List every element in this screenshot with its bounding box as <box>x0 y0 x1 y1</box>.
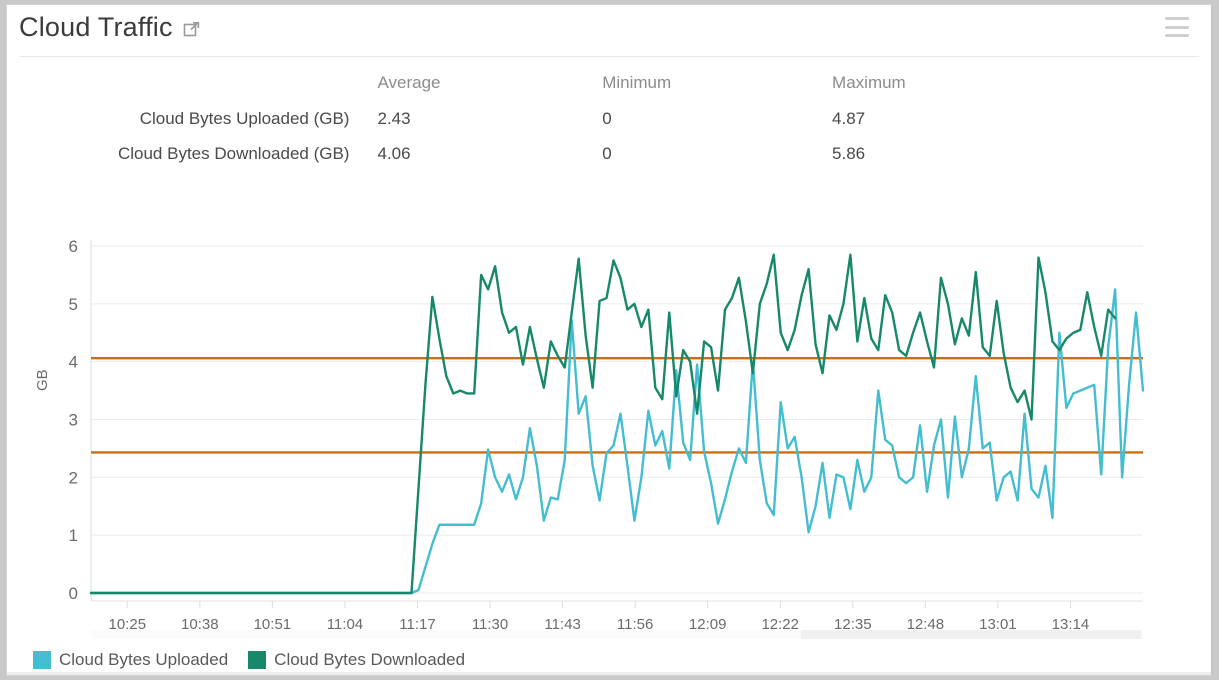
y-tick-label: 4 <box>69 353 78 372</box>
stats-header-row: Average Minimum Maximum <box>15 65 1015 101</box>
title-group: Cloud Traffic <box>19 10 200 44</box>
x-tick-label: 11:04 <box>327 616 363 633</box>
y-tick-label: 3 <box>69 411 78 430</box>
x-tick-label: 12:35 <box>834 616 872 633</box>
x-tick-label: 12:09 <box>689 616 727 633</box>
hamburger-menu-icon[interactable] <box>1165 17 1189 37</box>
hamburger-bar <box>1165 34 1189 37</box>
x-tick-label: 11:43 <box>544 616 580 633</box>
x-tick-label: 11:17 <box>399 616 435 633</box>
metric-name: Cloud Bytes Uploaded (GB) <box>139 108 350 128</box>
hamburger-bar <box>1165 25 1189 29</box>
hamburger-bar <box>1165 17 1189 20</box>
legend-swatch-icon <box>33 651 51 669</box>
stats-col-minimum: Minimum <box>602 73 672 92</box>
metric-average: 2.43 <box>377 108 411 128</box>
summary-stats: Average Minimum Maximum Cloud Bytes Uplo… <box>7 65 1211 171</box>
card-header: Cloud Traffic <box>7 5 1211 57</box>
external-link-icon[interactable] <box>183 21 200 38</box>
x-tick-label: 10:25 <box>109 616 147 633</box>
y-tick-label: 6 <box>69 237 78 256</box>
stats-col-average: Average <box>377 73 441 92</box>
chart-legend: Cloud Bytes Uploaded Cloud Bytes Downloa… <box>33 650 465 670</box>
stats-col-maximum: Maximum <box>832 73 906 92</box>
chart-axes <box>90 240 1143 608</box>
x-tick-label: 10:51 <box>254 616 292 633</box>
x-tick-label: 13:14 <box>1052 616 1090 633</box>
traffic-line-chart: 0 1 2 3 4 5 6 10:25 10:38 10:51 11:04 11:17 11:30 11… <box>69 237 1145 633</box>
x-tick-label: 13:01 <box>979 616 1017 633</box>
stats-table: Average Minimum Maximum Cloud Bytes Uplo… <box>15 65 1015 171</box>
series-line-uploaded <box>89 288 1145 595</box>
y-tick-label: 2 <box>69 468 78 487</box>
series-line-downloaded <box>89 253 1117 595</box>
x-axis-ticks: 10:25 10:38 10:51 11:04 11:17 11:30 11:43 11:56… <box>109 616 1090 633</box>
x-tick-label: 11:56 <box>617 616 653 633</box>
chart-horizontal-scrollbar[interactable] <box>91 630 1143 639</box>
header-divider <box>19 56 1199 57</box>
x-tick-label: 12:22 <box>761 616 799 633</box>
card-footer-divider <box>7 672 1211 675</box>
legend-item-uploaded[interactable]: Cloud Bytes Uploaded <box>33 650 228 670</box>
metric-minimum: 0 <box>602 143 612 163</box>
table-row: Cloud Bytes Uploaded (GB) 2.43 0 4.87 <box>15 101 1015 136</box>
chart-region: 0 1 2 3 4 5 6 10:25 10:38 10:51 11:04 11:17 11:30 11… <box>7 175 1211 635</box>
x-tick-label: 12:48 <box>907 616 945 633</box>
reference-lines <box>91 356 1143 454</box>
metric-average: 4.06 <box>377 143 411 163</box>
metric-maximum: 4.87 <box>832 108 866 128</box>
page-title: Cloud Traffic <box>19 12 173 42</box>
scrollbar-thumb[interactable] <box>801 630 1141 639</box>
legend-label: Cloud Bytes Uploaded <box>59 650 229 669</box>
metric-name: Cloud Bytes Downloaded (GB) <box>117 143 350 163</box>
stats-col-metric <box>15 65 377 101</box>
y-tick-label: 5 <box>69 295 78 314</box>
table-row: Cloud Bytes Downloaded (GB) 4.06 0 5.86 <box>15 136 1015 171</box>
x-tick-label: 10:38 <box>181 616 219 633</box>
y-axis-ticks: 0 1 2 3 4 5 6 <box>69 237 78 603</box>
chart-series <box>89 253 1145 595</box>
stats-table-head: Average Minimum Maximum <box>15 65 1015 101</box>
legend-swatch-icon <box>248 651 267 669</box>
chart-gridlines <box>91 245 1143 594</box>
metric-maximum: 5.86 <box>832 143 866 163</box>
stats-table-body: Cloud Bytes Uploaded (GB) 2.43 0 4.87 Cl… <box>15 101 1015 171</box>
legend-item-downloaded[interactable]: Cloud Bytes Downloaded <box>248 650 465 670</box>
cloud-traffic-card: Cloud Traffic Average Minimum Maximum <box>6 4 1213 676</box>
legend-label: Cloud Bytes Downloaded <box>274 650 466 669</box>
x-tick-label: 11:30 <box>472 616 508 633</box>
y-tick-label: 1 <box>69 526 78 545</box>
metric-minimum: 0 <box>602 108 612 128</box>
y-tick-label: 0 <box>69 584 78 603</box>
